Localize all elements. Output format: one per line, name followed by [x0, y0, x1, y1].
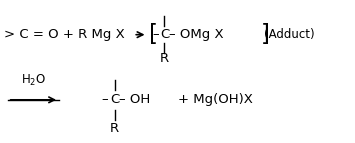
- Text: – OH: – OH: [119, 93, 151, 106]
- Text: (Adduct): (Adduct): [264, 28, 315, 41]
- Text: R: R: [160, 52, 169, 65]
- Text: > C = O + R Mg X: > C = O + R Mg X: [4, 28, 125, 41]
- Text: – OMg X: – OMg X: [169, 28, 224, 41]
- Text: –: –: [153, 28, 159, 41]
- Text: [: [: [148, 23, 158, 46]
- Text: –: –: [102, 93, 108, 106]
- Text: + Mg(OH)X: + Mg(OH)X: [178, 93, 252, 106]
- Text: C: C: [160, 28, 169, 41]
- Text: C: C: [110, 93, 119, 106]
- Text: H$_2$O: H$_2$O: [21, 73, 46, 89]
- Text: ]: ]: [261, 23, 269, 46]
- Text: R: R: [110, 122, 119, 135]
